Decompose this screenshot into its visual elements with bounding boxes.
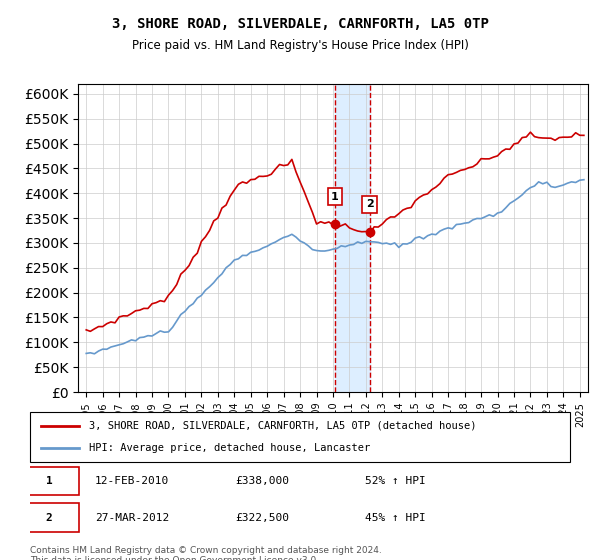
Text: 2: 2 [366,199,374,209]
Text: 2: 2 [46,512,52,522]
Text: 45% ↑ HPI: 45% ↑ HPI [365,512,425,522]
Text: 52% ↑ HPI: 52% ↑ HPI [365,476,425,486]
Text: £338,000: £338,000 [235,476,289,486]
Text: Contains HM Land Registry data © Crown copyright and database right 2024.
This d: Contains HM Land Registry data © Crown c… [30,546,382,560]
Text: Price paid vs. HM Land Registry's House Price Index (HPI): Price paid vs. HM Land Registry's House … [131,39,469,52]
Text: 1: 1 [331,192,339,202]
Text: 1: 1 [46,476,52,486]
Text: 3, SHORE ROAD, SILVERDALE, CARNFORTH, LA5 0TP: 3, SHORE ROAD, SILVERDALE, CARNFORTH, LA… [112,17,488,31]
Text: 3, SHORE ROAD, SILVERDALE, CARNFORTH, LA5 0TP (detached house): 3, SHORE ROAD, SILVERDALE, CARNFORTH, LA… [89,421,477,431]
Text: HPI: Average price, detached house, Lancaster: HPI: Average price, detached house, Lanc… [89,443,371,453]
Bar [335,84,370,392]
FancyBboxPatch shape [30,412,570,462]
Text: 27-MAR-2012: 27-MAR-2012 [95,512,169,522]
FancyBboxPatch shape [19,467,79,496]
FancyBboxPatch shape [19,503,79,532]
Text: 12-FEB-2010: 12-FEB-2010 [95,476,169,486]
Text: £322,500: £322,500 [235,512,289,522]
